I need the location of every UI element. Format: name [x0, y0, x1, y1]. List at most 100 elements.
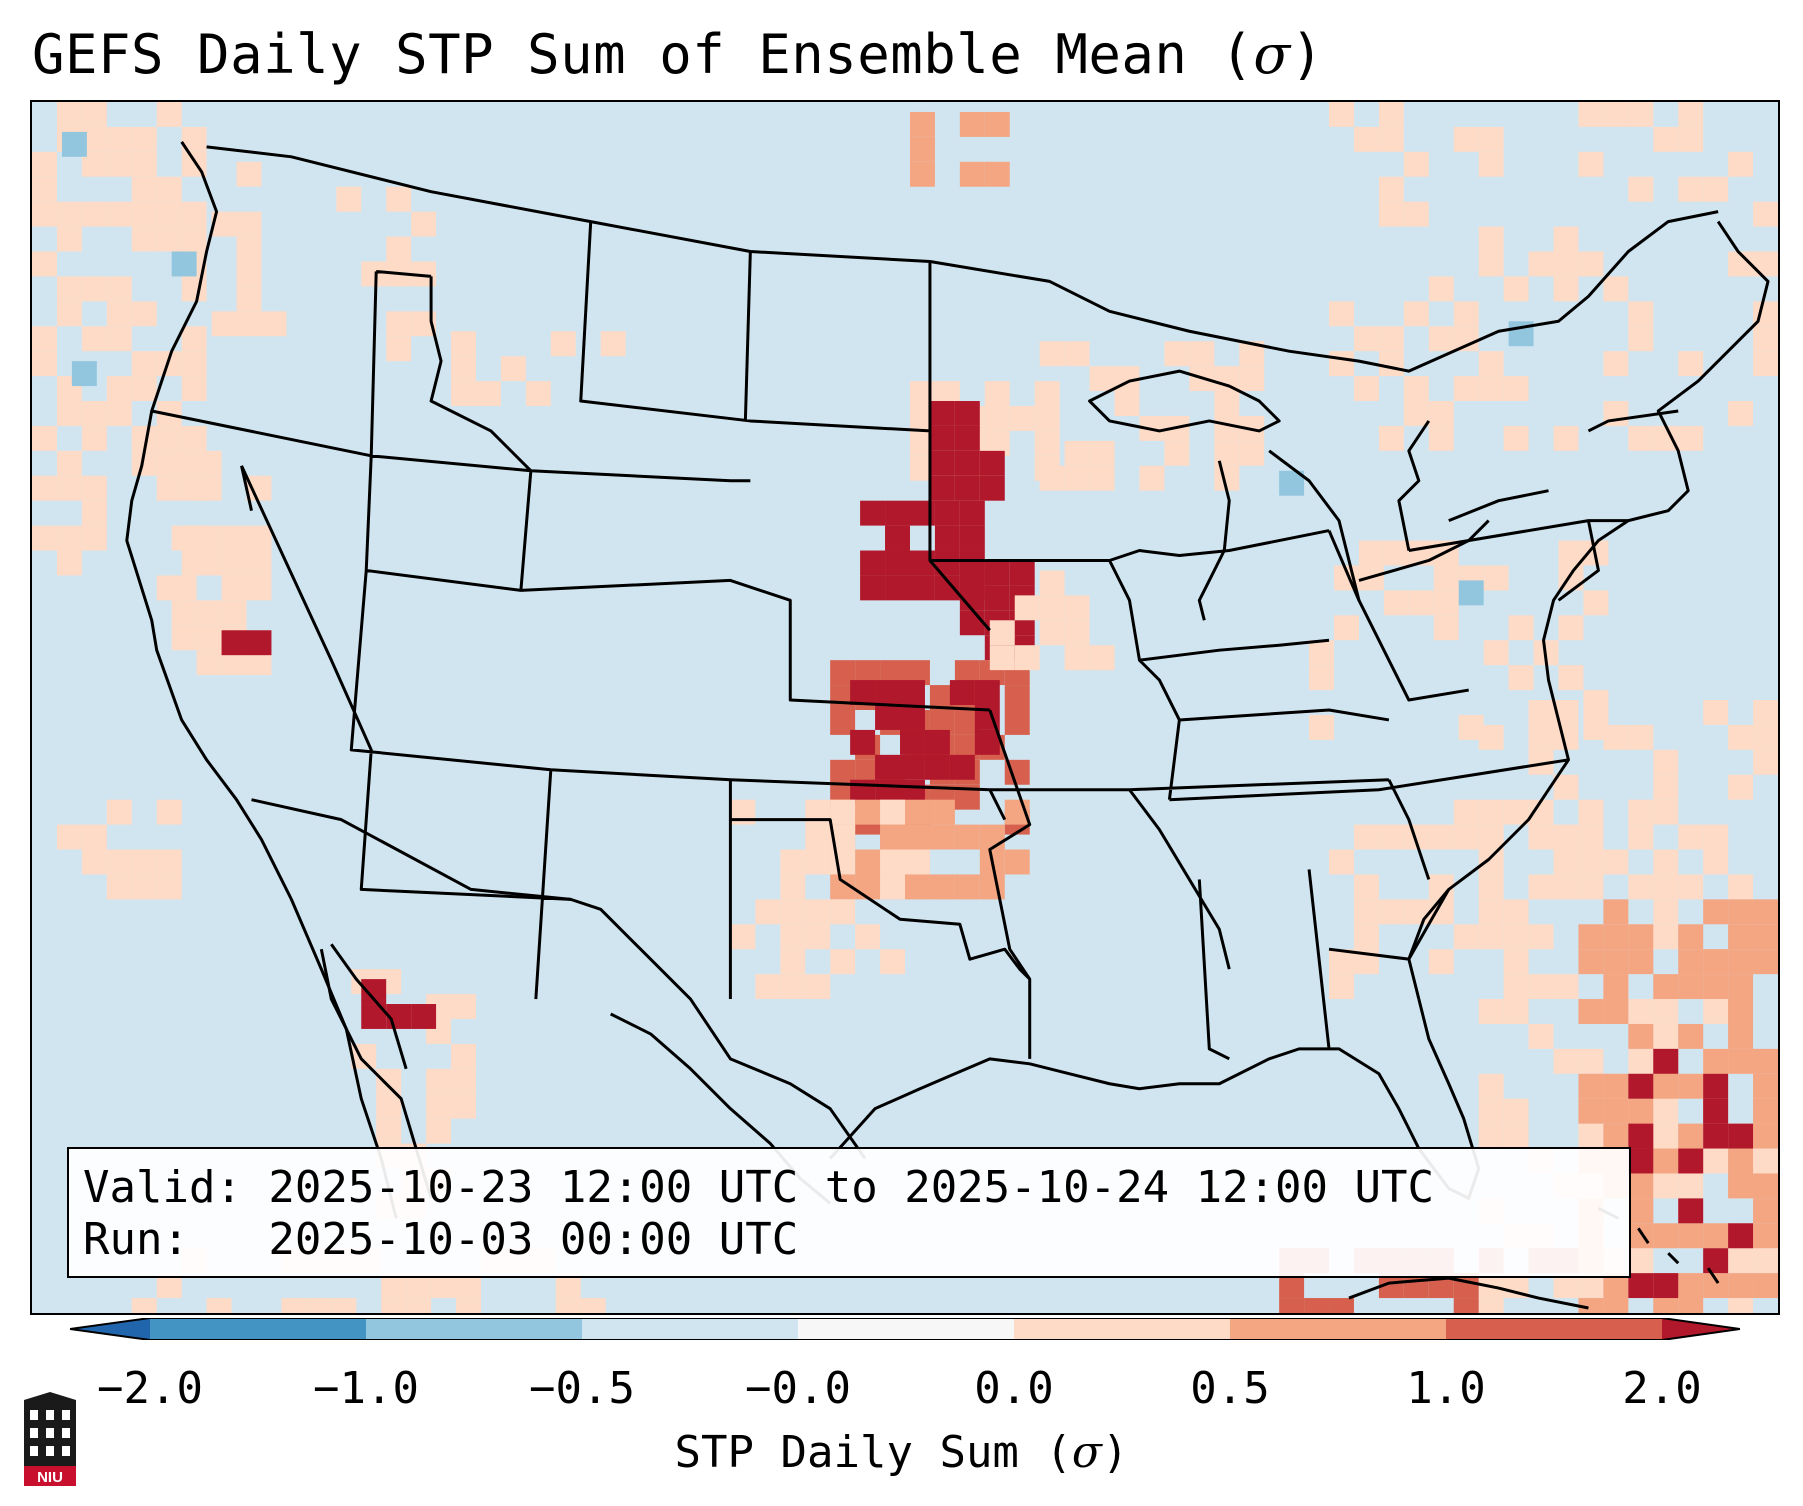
stp-cell — [1503, 799, 1529, 825]
stp-cell — [1578, 824, 1604, 850]
stp-cell — [411, 211, 437, 237]
stp-cell — [1628, 1073, 1654, 1099]
stp-cell — [1703, 700, 1729, 725]
stp-cell — [934, 500, 960, 526]
stp-cell — [81, 475, 107, 501]
stp-cell — [1009, 405, 1035, 431]
stp-cell — [156, 176, 182, 202]
stp-cell — [929, 475, 955, 501]
stp-cell — [386, 236, 412, 262]
stp-cell — [181, 351, 207, 377]
stp-cell — [1428, 276, 1454, 302]
stp-cell — [221, 630, 247, 656]
stp-cell — [1628, 1123, 1654, 1149]
stp-cell — [1703, 999, 1729, 1024]
stp-cell — [236, 261, 262, 287]
stp-cell — [954, 401, 980, 426]
stp-cell — [855, 849, 881, 875]
stp-cell — [32, 151, 57, 177]
stp-cell — [81, 276, 107, 302]
stp-cell — [131, 849, 157, 875]
stp-cell — [1678, 949, 1704, 975]
stp-cell — [1603, 102, 1629, 127]
stp-cell — [1329, 351, 1354, 377]
stp-cell — [954, 425, 980, 451]
stp-cell — [1653, 1073, 1679, 1099]
stp-cell — [131, 301, 157, 327]
colorbar — [70, 1318, 1740, 1340]
stp-cell — [1329, 974, 1354, 1000]
stp-cell — [246, 575, 272, 601]
stp-cell — [386, 311, 412, 337]
stp-cell — [1478, 1098, 1504, 1124]
border-canada — [206, 145, 1719, 373]
border-mexico — [251, 798, 867, 1160]
stp-cell — [1503, 899, 1529, 925]
stp-cell — [1329, 301, 1354, 327]
stp-cell — [1653, 774, 1679, 800]
great-lakes — [1088, 369, 1549, 621]
stp-cell — [236, 311, 262, 337]
stp-cell — [32, 525, 57, 551]
stp-cell — [1503, 425, 1529, 451]
stp-cell — [1453, 301, 1479, 327]
stp-cell — [1628, 1198, 1654, 1224]
stp-cell — [905, 874, 930, 900]
stp-cell — [56, 201, 82, 227]
stp-cell — [1603, 924, 1629, 950]
stp-cell — [246, 550, 272, 576]
stp-cell — [979, 475, 1005, 501]
stp-cell — [1553, 849, 1579, 875]
stp-cell — [1553, 251, 1579, 277]
stp-cell — [56, 824, 82, 850]
stp-cell — [1453, 126, 1479, 152]
stp-cell — [1753, 1248, 1778, 1274]
stp-cell — [1553, 425, 1579, 451]
stp-cell — [900, 680, 925, 706]
stp-cell — [1578, 924, 1604, 950]
stp-cell — [1064, 440, 1090, 466]
stp-cell — [406, 1298, 432, 1313]
stp-cell — [1433, 615, 1459, 641]
stp-cell — [1678, 1073, 1704, 1099]
stp-cell — [1378, 176, 1404, 202]
stp-cell — [81, 401, 107, 426]
stp-cell — [974, 729, 1000, 755]
stp-cell — [1353, 326, 1379, 352]
stp-cell — [1358, 540, 1384, 566]
stp-cell — [1014, 595, 1040, 621]
stp-cell — [830, 849, 856, 875]
stp-cell — [1753, 1048, 1778, 1074]
stp-cell — [181, 276, 207, 302]
stp-cell — [1703, 1098, 1729, 1124]
stp-cell — [181, 425, 207, 451]
stp-cell — [1753, 326, 1778, 352]
stp-cell — [1528, 974, 1554, 1000]
colorbar-tick-label: −0.5 — [529, 1363, 635, 1414]
stp-cell — [131, 376, 157, 402]
stp-cell — [1653, 1173, 1679, 1199]
stp-cell — [984, 405, 1010, 431]
stp-cell — [1578, 1073, 1604, 1099]
stp-cell — [1628, 949, 1654, 975]
stp-cell — [1703, 1048, 1729, 1074]
stp-cell — [954, 475, 980, 501]
stp-cell — [1329, 1298, 1354, 1313]
stp-cell — [156, 799, 182, 825]
stp-cell — [1583, 690, 1609, 715]
stp-cell — [900, 729, 925, 755]
stp-cell — [1678, 102, 1704, 127]
stp-cell — [929, 450, 955, 476]
stp-cell — [1014, 645, 1040, 671]
stp-cell — [1508, 665, 1534, 691]
stp-cell — [1478, 126, 1504, 152]
stp-cell — [1433, 590, 1459, 616]
stp-cell — [1503, 924, 1529, 950]
stp-cell — [1603, 724, 1629, 750]
stp-cell — [1578, 102, 1604, 127]
colorbar-bin — [1230, 1318, 1446, 1340]
stp-cell — [1483, 640, 1509, 666]
stp-cell — [1703, 176, 1729, 202]
stp-cell — [830, 799, 856, 825]
stp-cell — [1034, 405, 1060, 431]
